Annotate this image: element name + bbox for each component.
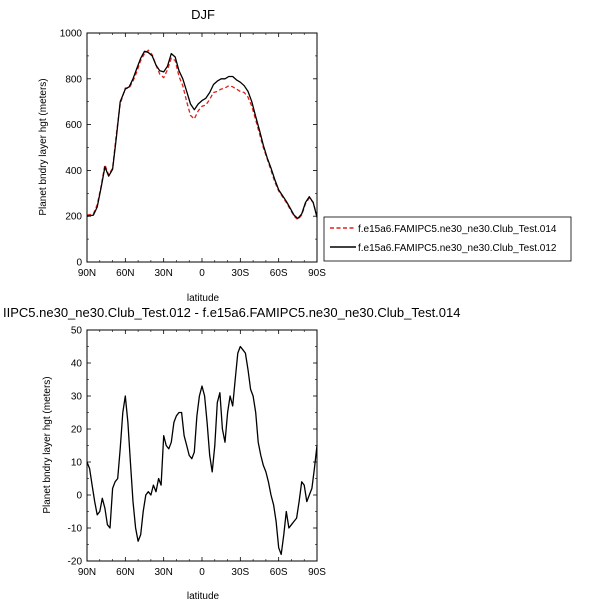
top-series-line-1	[86, 50, 318, 220]
top-y-tick-label-3: 600	[65, 120, 82, 131]
bottom-y-tick-label-0: -20	[68, 557, 83, 568]
bottom-plot-frame	[86, 329, 318, 562]
top-chart-title: DJF	[191, 7, 215, 22]
bottom-y-tick-label-3: 10	[71, 458, 83, 469]
top-ticks: 90N 60N 30N 0 30S 60S 90S 0 200 400 600 800 1000	[60, 29, 326, 280]
bottom-ticks: 90N 60N 30N 0 30S 60S 90S -20 -10 0 10 20 30 40 50	[68, 326, 327, 579]
bottom-x-tick-label-5: 60S	[270, 567, 288, 578]
top-x-tick-label-4: 30S	[231, 268, 249, 279]
bottom-chart-title: IIPC5.ne30_ne30.Club_Test.012 - f.e15a6.…	[3, 305, 460, 320]
bottom-y-tick-label-4: 20	[71, 425, 83, 436]
bottom-x-tick-label-6: 90S	[308, 567, 326, 578]
legend-label-014: f.e15a6.FAMIPC5.ne30_ne30.Club_Test.014	[358, 224, 557, 235]
bottom-y-tick-label-1: -10	[68, 524, 83, 535]
bottom-y-axis-label: Planet bndry layer hgt (meters)	[42, 376, 53, 513]
bottom-x-tick-label-3: 0	[199, 567, 205, 578]
bottom-x-tick-label-4: 30S	[231, 567, 249, 578]
top-x-axis-label: latitude	[187, 293, 220, 304]
top-panel: DJF Planet bndry layer hgt (meters) lati…	[38, 7, 326, 304]
legend: f.e15a6.FAMIPC5.ne30_ne30.Club_Test.014 …	[323, 216, 572, 262]
bottom-series	[86, 345, 318, 556]
top-series	[86, 49, 318, 221]
top-x-tick-label-0: 90N	[78, 268, 96, 279]
bottom-x-tick-label-0: 90N	[78, 567, 96, 578]
top-y-tick-label-1: 200	[65, 212, 82, 223]
bottom-x-tick-label-1: 60N	[116, 567, 134, 578]
top-y-tick-label-4: 800	[65, 74, 82, 85]
bottom-panel: IIPC5.ne30_ne30.Club_Test.012 - f.e15a6.…	[3, 305, 460, 602]
top-x-tick-label-3: 0	[199, 268, 205, 279]
bottom-y-tick-label-2: 0	[76, 491, 82, 502]
bottom-y-tick-label-5: 30	[71, 392, 83, 403]
bottom-series-line-0	[86, 345, 318, 556]
top-x-tick-label-2: 30N	[154, 268, 172, 279]
bottom-x-axis-label: latitude	[187, 591, 220, 602]
top-x-tick-label-6: 90S	[308, 268, 326, 279]
bottom-y-tick-label-7: 50	[71, 326, 83, 337]
top-series-line-0	[86, 49, 318, 221]
top-y-tick-label-0: 0	[76, 258, 82, 269]
legend-box	[323, 216, 572, 262]
bottom-x-tick-label-2: 30N	[154, 567, 172, 578]
bottom-y-tick-label-6: 40	[71, 359, 83, 370]
top-y-tick-label-2: 400	[65, 166, 82, 177]
top-y-axis-label: Planet bndry layer hgt (meters)	[38, 78, 49, 215]
top-plot-frame	[86, 32, 318, 263]
legend-label-012: f.e15a6.FAMIPC5.ne30_ne30.Club_Test.012	[358, 243, 557, 254]
top-x-tick-label-5: 60S	[270, 268, 288, 279]
top-y-tick-label-5: 1000	[60, 29, 83, 40]
top-x-tick-label-1: 60N	[116, 268, 134, 279]
